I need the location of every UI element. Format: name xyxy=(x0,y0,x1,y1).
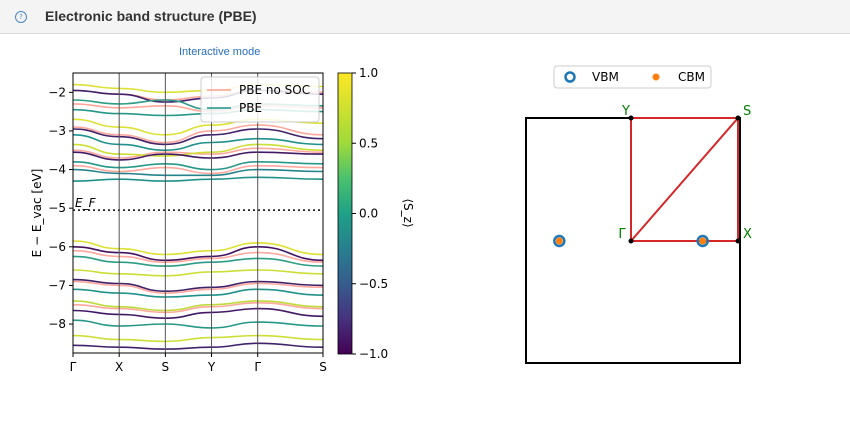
band-pbe-8 xyxy=(73,151,323,161)
bz-point-label-3: Y xyxy=(621,104,630,119)
legend-cbm-label: CBM xyxy=(678,70,705,84)
band-ytick-label-3: −5 xyxy=(48,201,66,215)
cbm-marker-0 xyxy=(555,237,563,245)
bz-point-label-0: Γ xyxy=(618,227,626,242)
band-ytick-label-5: −3 xyxy=(48,124,66,138)
band-pbe-6 xyxy=(73,134,323,152)
band-axes-frame xyxy=(72,72,324,354)
colorbar-ticks: −1.0 −0.5 0.0 0.5 1.0 xyxy=(352,66,388,361)
band-legend-box xyxy=(200,76,320,123)
legend-vbm-label: VBM xyxy=(592,70,619,84)
band-ytick-label-0: −8 xyxy=(48,317,66,331)
colorbar-tick-label-1: −0.5 xyxy=(359,277,388,291)
interactive-mode-link[interactable]: Interactive mode xyxy=(179,46,261,58)
cbm-marker-1 xyxy=(699,237,707,245)
band-pbe-5 xyxy=(73,128,323,146)
band-pbe-10 xyxy=(73,168,323,177)
band-ytick-label-4: −4 xyxy=(48,163,66,177)
band-nosoc-6 xyxy=(73,280,323,294)
band-ytick-label-2: −6 xyxy=(48,240,66,254)
band-xtick-label-3: Y xyxy=(207,360,216,374)
vbm-marker-0 xyxy=(553,234,566,248)
band-ytick-label-1: −7 xyxy=(48,278,66,292)
band-nosoc-5 xyxy=(73,249,323,264)
band-pbe-20 xyxy=(73,319,323,329)
brillouin-zone-chart: VBM CBM Γ X S Y xyxy=(525,65,752,364)
band-pbe-18 xyxy=(73,300,323,312)
bz-point-1 xyxy=(735,238,741,244)
legend-vbm-marker xyxy=(564,71,576,83)
colorbar xyxy=(337,72,353,355)
band-pbe-14 xyxy=(73,255,323,267)
band-xtick-label-4: Γ xyxy=(254,360,261,374)
band-xtick-label-0: Γ xyxy=(70,360,77,374)
band-pbe-16 xyxy=(73,278,323,293)
bz-path-layer: Γ X S Y xyxy=(553,104,752,248)
band-pbe-22 xyxy=(73,342,323,350)
band-pbe-21 xyxy=(73,334,323,343)
band-pbe-19 xyxy=(73,307,323,320)
band-xtick-label-1: X xyxy=(115,360,123,374)
colorbar-tick-label-4: 1.0 xyxy=(359,66,378,80)
bz-point-2 xyxy=(735,115,741,121)
panel-title: Electronic band structure (PBE) xyxy=(45,8,257,24)
band-xtick-label-5: S xyxy=(319,360,327,374)
bz-point-label-2: S xyxy=(743,104,751,119)
band-nosoc-7 xyxy=(73,301,323,314)
panel-header: ? Electronic band structure (PBE) xyxy=(0,0,850,34)
vbm-marker-1 xyxy=(696,234,709,248)
band-pbe-17 xyxy=(73,288,323,298)
bz-path-segment-4 xyxy=(630,117,739,242)
colorbar-tick-label-2: 0.0 xyxy=(359,207,378,221)
band-y-axis: −8 −7 −6 −5 −4 −3 −2 xyxy=(48,85,73,331)
legend-cbm-marker xyxy=(652,73,660,81)
band-pbe-13 xyxy=(73,245,323,262)
band-legend: PBE no SOC PBE xyxy=(200,76,320,123)
bz-point-3 xyxy=(628,115,634,121)
band-xtick-label-2: S xyxy=(162,360,170,374)
band-pbe-11 xyxy=(73,176,323,182)
bz-point-0 xyxy=(628,238,634,244)
colorbar-tick-label-0: −1.0 xyxy=(359,347,388,361)
bands-layer xyxy=(73,83,323,350)
band-structure-chart: E_F −8 −7 −6 −5 −4 −3 −2 Γ X S Y Γ S E − E_vac [eV]… xyxy=(30,66,415,374)
help-icon[interactable]: ? xyxy=(15,11,27,23)
bz-legend: VBM CBM xyxy=(553,65,712,89)
colorbar-label: ⟨S_z⟩ xyxy=(401,198,415,227)
colorbar-tick-label-3: 0.5 xyxy=(359,136,378,150)
bz-point-label-1: X xyxy=(743,227,752,242)
fermi-level-label: E_F xyxy=(75,196,97,210)
band-nosoc-2 xyxy=(73,124,323,144)
legend-pbe-label: PBE xyxy=(239,101,262,115)
band-pbe-9 xyxy=(73,160,323,171)
band-ytick-label-6: −2 xyxy=(48,85,66,99)
band-pbe-15 xyxy=(73,269,323,277)
band-pbe-7 xyxy=(73,143,323,157)
legend-nosoc-label: PBE no SOC xyxy=(239,83,310,97)
bz-legend-box xyxy=(553,65,712,89)
band-pbe-12 xyxy=(73,240,323,256)
band-nosoc-4 xyxy=(73,164,323,175)
band-y-axis-label: E − E_vac [eV] xyxy=(30,169,44,258)
